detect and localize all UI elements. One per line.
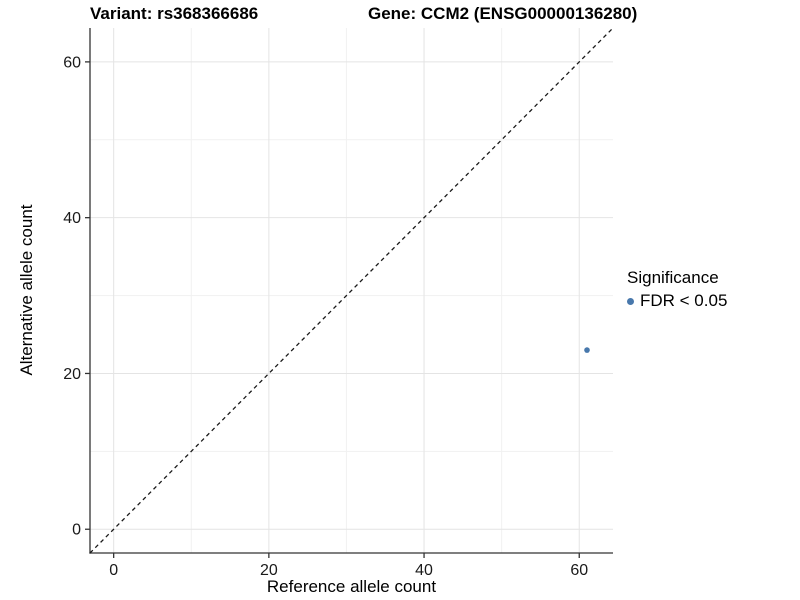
- y-tick-label: 40: [63, 210, 81, 227]
- y-axis-title: Alternative allele count: [17, 204, 36, 376]
- x-tick-label: 40: [415, 562, 433, 579]
- x-tick-label: 0: [109, 562, 118, 579]
- legend-point-icon: [627, 297, 634, 305]
- gene-title: Gene: CCM2 (ENSG00000136280): [368, 4, 638, 23]
- legend-item-label: FDR < 0.05: [640, 291, 728, 310]
- x-tick-label: 60: [570, 562, 588, 579]
- x-axis-title: Reference allele count: [266, 577, 437, 596]
- identity-dashed-line: [89, 27, 614, 554]
- legend-title: Significance: [627, 268, 719, 287]
- y-tick-label: 0: [72, 522, 81, 539]
- legend: Significance FDR < 0.05: [627, 268, 727, 311]
- variant-title: Variant: rs368366686: [90, 4, 259, 23]
- data-point: [584, 347, 590, 353]
- x-tick-label: 20: [260, 562, 278, 579]
- legend-item: FDR < 0.05: [627, 291, 727, 311]
- y-tick-label: 20: [63, 366, 81, 383]
- y-tick-label: 60: [63, 54, 81, 71]
